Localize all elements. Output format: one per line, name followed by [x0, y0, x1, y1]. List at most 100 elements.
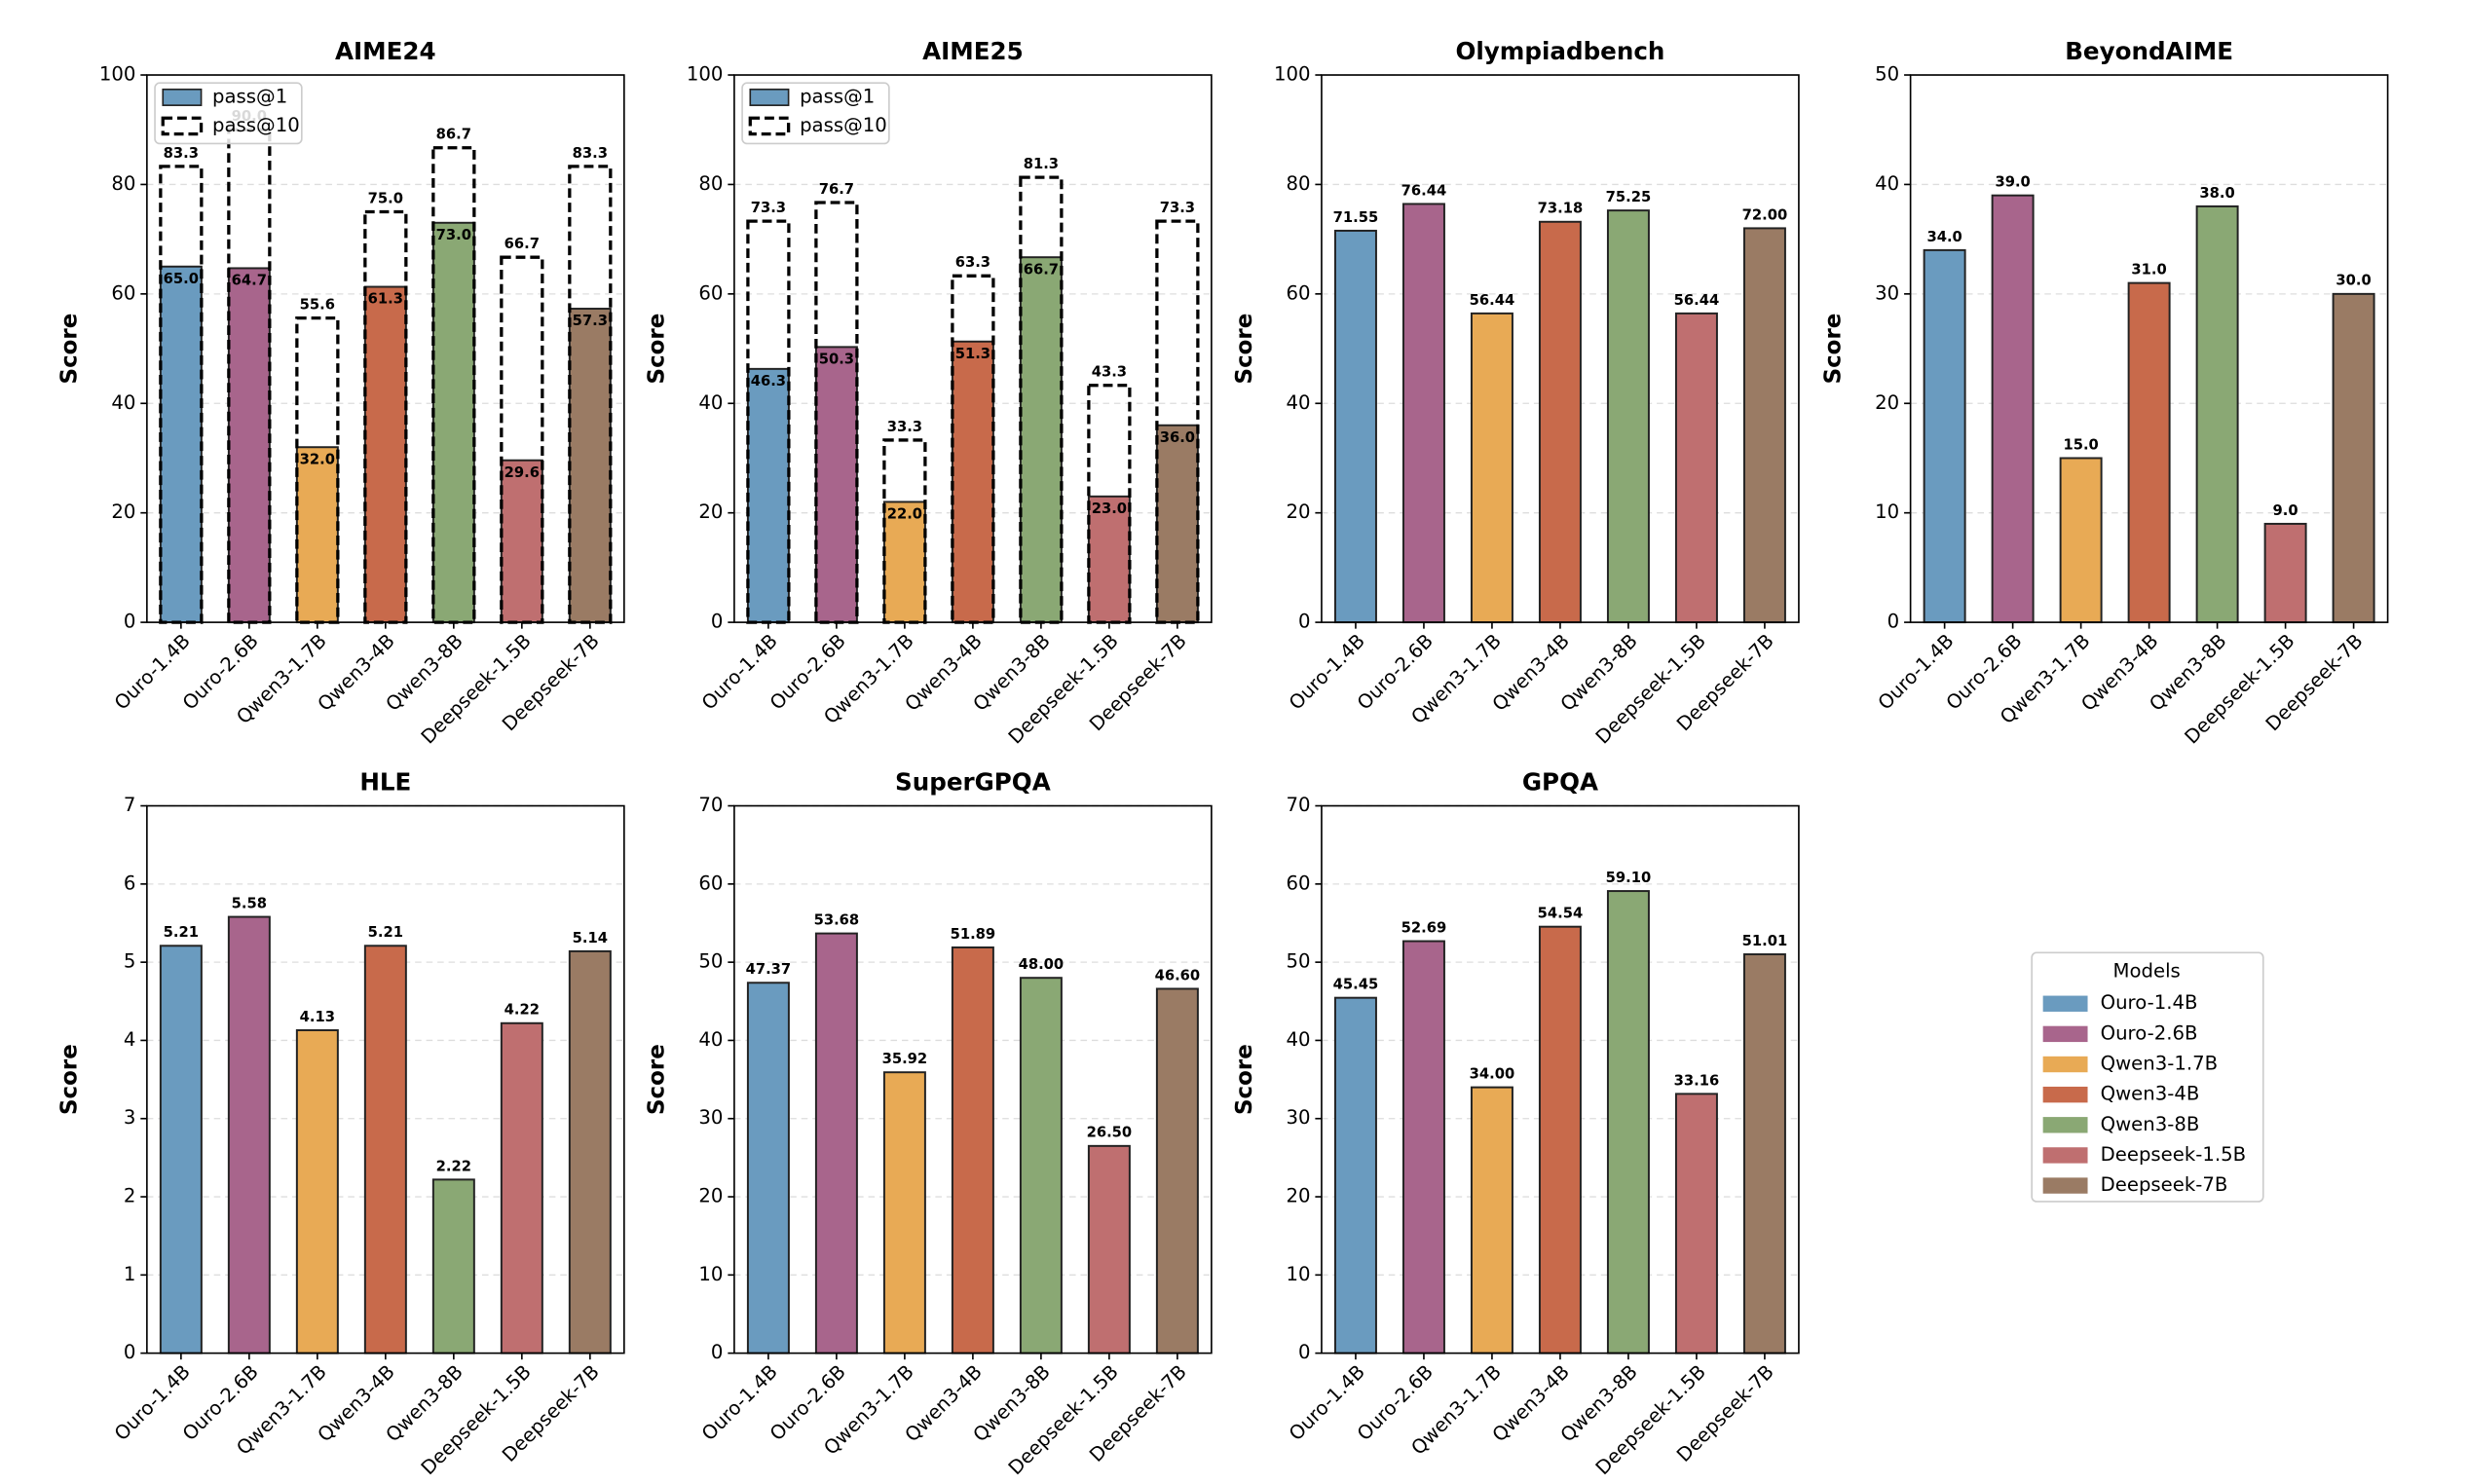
y-axis-label: Score	[645, 1044, 670, 1115]
value-label: 36.0	[1160, 429, 1195, 446]
bar	[882, 438, 927, 624]
subplot: AIME25Score020406080100Ouro-1.4BOuro-2.6…	[645, 37, 1213, 749]
bar	[814, 932, 858, 1354]
bar	[227, 267, 271, 624]
bar	[1401, 940, 1445, 1354]
y-tick-label: 10	[1875, 501, 1899, 523]
bar	[568, 308, 612, 624]
value-label: 71.55	[1333, 209, 1379, 226]
bar	[1470, 1086, 1513, 1354]
value-label: 75.0	[368, 190, 403, 206]
plot-frame	[733, 74, 1213, 623]
value-label: 29.6	[504, 464, 540, 481]
value-label: 53.68	[814, 911, 860, 928]
value-label: 46.60	[1155, 967, 1201, 983]
plot-frame	[733, 804, 1213, 1354]
legend-swatch	[2042, 1177, 2088, 1194]
bar	[363, 285, 407, 624]
legend-swatch	[2042, 1147, 2088, 1164]
y-tick-label: 40	[698, 391, 723, 414]
y-tick-label: 100	[1274, 63, 1311, 86]
bar	[1674, 1093, 1718, 1354]
value-label: 38.0	[2199, 185, 2234, 202]
legend-label: Qwen3-1.7B	[2101, 1053, 2218, 1075]
subplot-title: SuperGPQA	[895, 768, 1051, 797]
y-tick-label: 30	[1286, 1106, 1310, 1129]
bar	[295, 446, 339, 624]
bar	[1019, 977, 1063, 1354]
legend-box	[2031, 951, 2264, 1203]
y-tick-label: 40	[1286, 391, 1310, 414]
bar	[1087, 1144, 1131, 1354]
legend-swatch	[2042, 1086, 2088, 1103]
value-label: 51.89	[951, 926, 996, 943]
y-tick-label: 50	[1875, 63, 1899, 86]
value-label: 83.3	[573, 145, 608, 162]
value-label: 23.0	[1092, 501, 1127, 517]
y-tick-label: 40	[1286, 1028, 1310, 1051]
bar	[2332, 292, 2375, 624]
value-label: 5.21	[368, 924, 403, 941]
y-tick-label: 6	[124, 872, 136, 894]
y-tick-label: 50	[1286, 950, 1310, 973]
bar	[1470, 312, 1513, 624]
bar	[1087, 384, 1132, 624]
value-label: 73.0	[436, 227, 471, 243]
y-tick-label: 20	[698, 1185, 723, 1207]
value-label: 33.3	[887, 419, 922, 435]
subplot: AIME24Score020406080100Ouro-1.4BOuro-2.6…	[57, 37, 625, 749]
value-label: 48.00	[1019, 956, 1065, 973]
value-label: 22.0	[887, 506, 922, 523]
subplot-title: HLE	[359, 768, 411, 797]
legend-label: Qwen3-4B	[2101, 1083, 2200, 1105]
legend-label: Qwen3-8B	[2101, 1113, 2200, 1135]
subplot: HLEScore01234567Ouro-1.4BOuro-2.6BQwen3-…	[57, 768, 625, 1479]
plot-frame	[146, 804, 625, 1354]
y-tick-label: 70	[698, 794, 723, 816]
subplot-title: AIME25	[922, 37, 1024, 65]
subplot: OlympiadbenchScore020406080100Ouro-1.4BO…	[1232, 37, 1800, 749]
legend-swatch	[748, 116, 791, 136]
y-tick-label: 60	[1286, 872, 1310, 894]
subplot-title: Olympiadbench	[1455, 37, 1664, 65]
y-tick-label: 0	[124, 1341, 136, 1363]
value-label: 32.0	[300, 451, 335, 467]
y-tick-label: 20	[1875, 391, 1899, 414]
value-label: 51.01	[1742, 933, 1788, 949]
value-label: 39.0	[1995, 174, 2030, 191]
y-axis-label: Score	[645, 314, 670, 385]
y-tick-label: 4	[124, 1028, 136, 1051]
y-tick-label: 7	[124, 794, 136, 816]
value-label: 45.45	[1333, 977, 1379, 993]
y-tick-label: 20	[698, 501, 723, 523]
legend-label: Deepseek-1.5B	[2101, 1143, 2246, 1166]
legend-swatch	[2042, 1117, 2088, 1133]
bar	[951, 340, 994, 624]
bar	[500, 1021, 543, 1354]
bar	[1923, 248, 1966, 624]
legend-label: Ouro-1.4B	[2101, 991, 2198, 1014]
bar	[363, 945, 407, 1354]
bar	[159, 945, 203, 1354]
bar	[1401, 203, 1445, 624]
y-tick-label: 3	[124, 1106, 136, 1129]
subplot: SuperGPQAScore010203040506070Ouro-1.4BOu…	[645, 768, 1213, 1479]
bar	[746, 367, 790, 624]
value-label: 52.69	[1401, 919, 1447, 936]
bar	[1742, 227, 1786, 624]
y-tick-label: 0	[124, 611, 136, 633]
value-label: 30.0	[2335, 273, 2371, 289]
y-tick-label: 80	[111, 172, 135, 195]
subplot: BeyondAIMEScore01020304050Ouro-1.4BOuro-…	[1820, 37, 2389, 749]
value-label: 50.3	[819, 351, 854, 367]
y-tick-label: 10	[1286, 1263, 1310, 1285]
bar	[1606, 890, 1650, 1354]
y-axis-label: Score	[57, 314, 83, 385]
value-label: 72.00	[1742, 206, 1788, 223]
y-tick-label: 40	[111, 391, 135, 414]
y-tick-label: 30	[698, 1106, 723, 1129]
y-tick-label: 2	[124, 1185, 136, 1207]
value-label: 4.22	[504, 1002, 540, 1019]
bar	[1742, 953, 1786, 1354]
value-label: 64.7	[232, 273, 267, 289]
